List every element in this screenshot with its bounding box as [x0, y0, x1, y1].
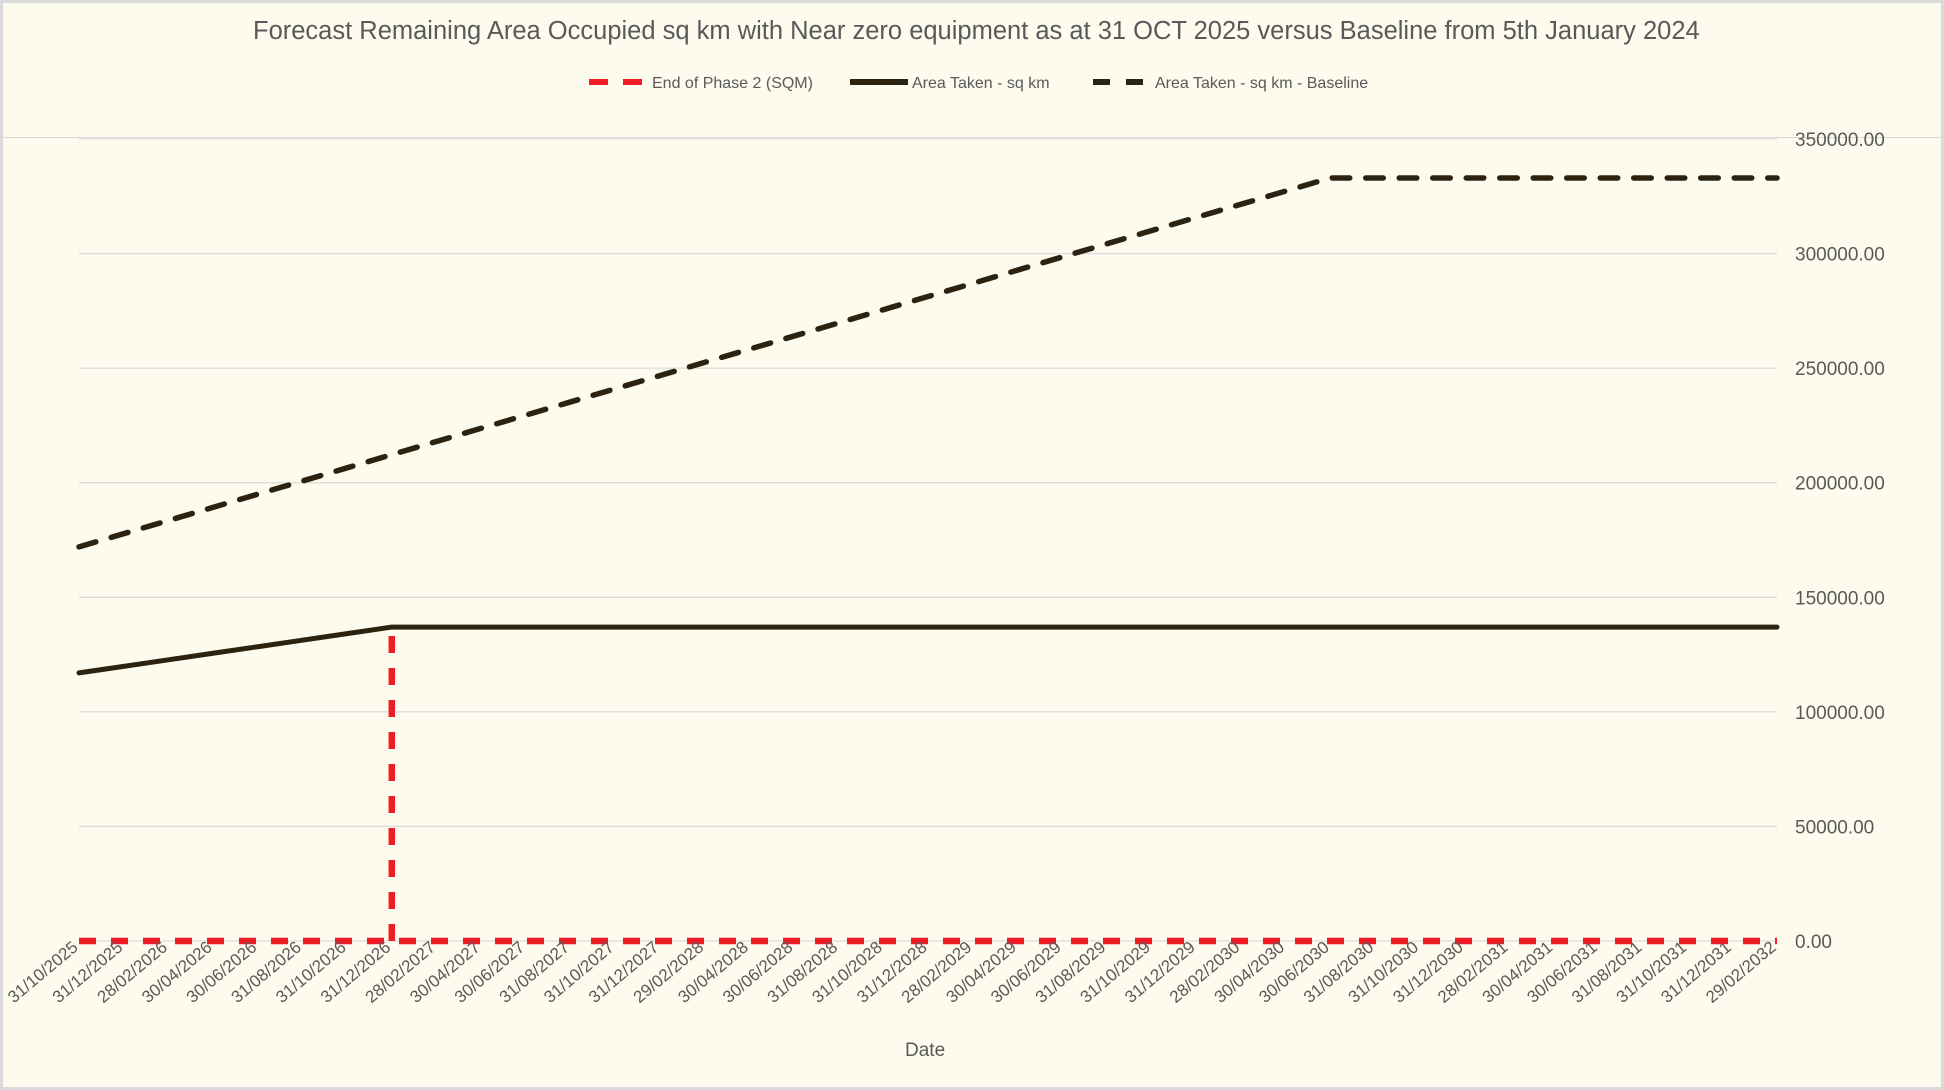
svg-text:200000.00: 200000.00	[1795, 474, 1885, 495]
svg-text:0.00: 0.00	[1795, 932, 1832, 953]
svg-text:50000.00: 50000.00	[1795, 817, 1874, 838]
svg-text:150000.00: 150000.00	[1795, 588, 1885, 609]
svg-text:300000.00: 300000.00	[1795, 245, 1885, 266]
svg-text:100000.00: 100000.00	[1795, 703, 1885, 724]
svg-text:250000.00: 250000.00	[1795, 359, 1885, 380]
svg-text:350000.00: 350000.00	[1795, 130, 1885, 151]
